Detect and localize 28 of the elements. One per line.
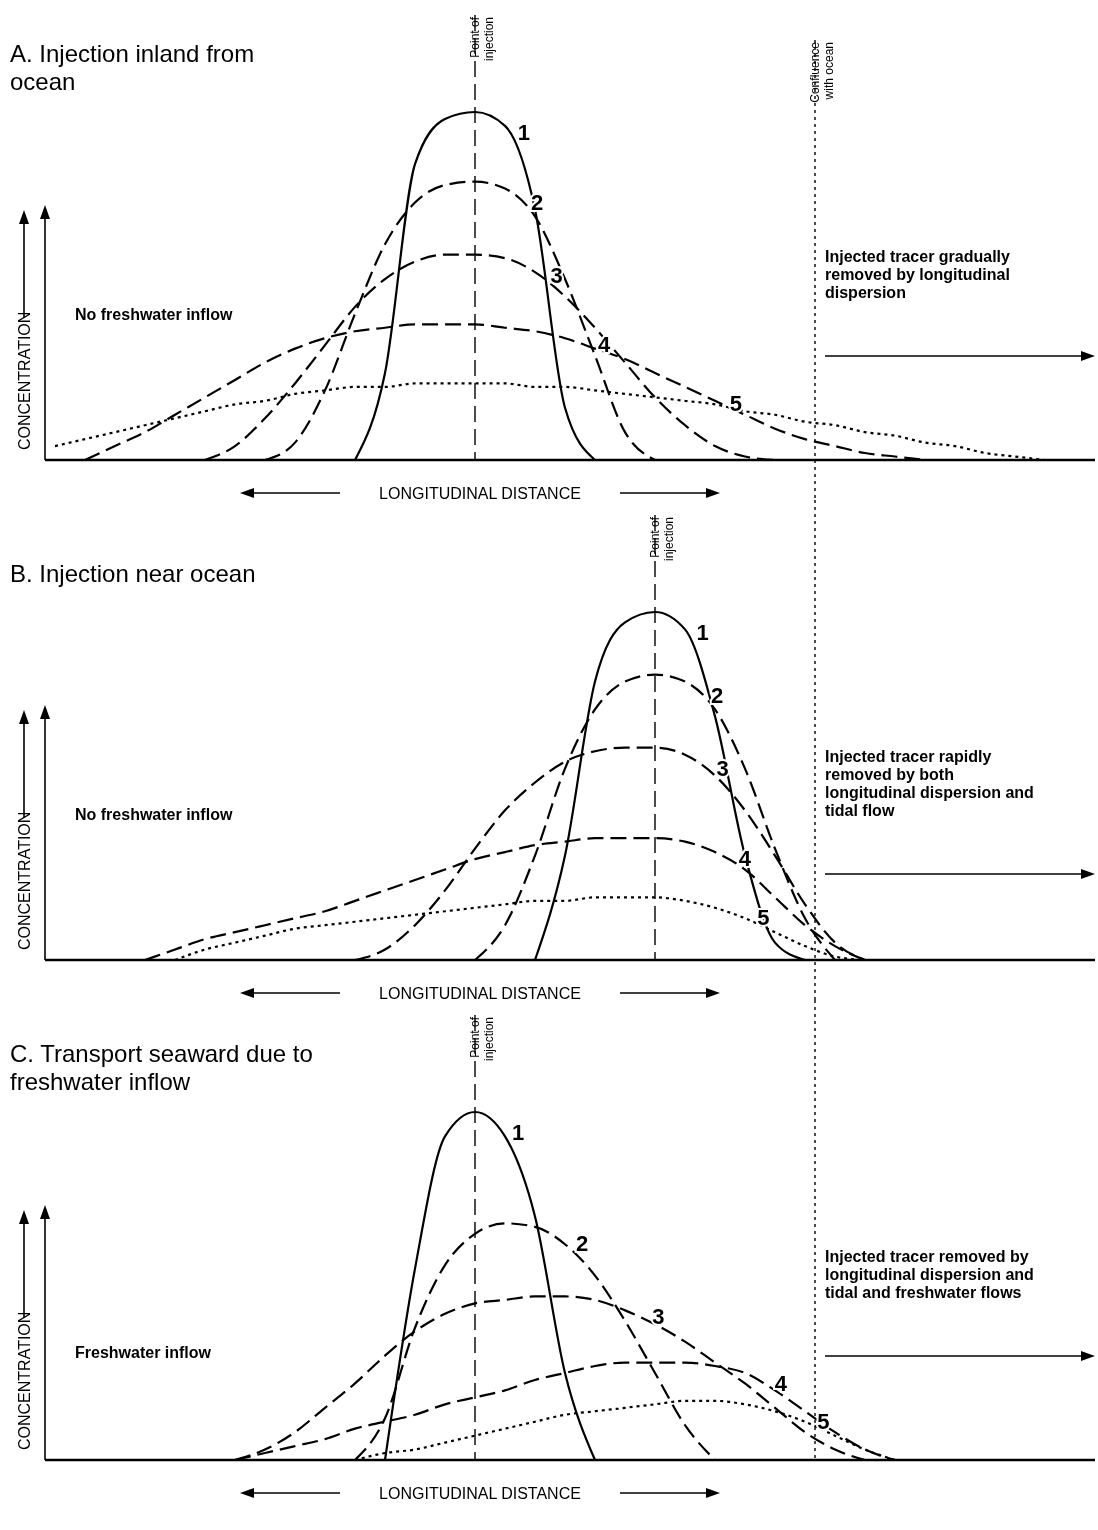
series-label: 3 [652,1304,665,1330]
annotation: No freshwater inflow [75,806,233,823]
y-axis-title: CONCENTRATION [16,311,33,450]
annotation: Injected tracer removed by longitudinal dispersion and tidal and freshwater flows [825,1248,1034,1301]
annotation: No freshwater inflow [75,306,233,323]
y-axis-title: CONCENTRATION [16,811,33,950]
series-label: 2 [711,682,724,708]
chart-title: C. Transport seaward due to freshwater inflow [10,1040,313,1095]
x-axis-title: LONGITUDINAL DISTANCE [379,985,581,1002]
annotation: Freshwater inflow [75,1344,212,1361]
series-label: 2 [575,1231,589,1257]
series-label: 4 [774,1370,788,1396]
series-label: 1 [517,120,531,145]
series-label: 1 [511,1120,525,1145]
text: Point of injection [468,1016,496,1062]
y-axis-title: CONCENTRATION [16,1311,33,1450]
text: Point of injection [468,16,496,62]
x-axis-title: LONGITUDINAL DISTANCE [379,1485,581,1502]
x-axis-title: LONGITUDINAL DISTANCE [379,485,581,502]
series-label: 1 [696,620,709,645]
text: Confluence with ocean [808,41,836,103]
text: Point of injection [648,516,676,562]
annotation: Injected tracer rapidly removed by both longitudinal dispersion and tidal flow [825,748,1034,819]
chart-title: A. Injection inland from ocean [10,40,255,95]
chart-title: B. Injection near ocean [10,560,256,587]
annotation: Injected tracer gradually removed by longitudinal dispersion [825,248,1011,301]
series-label: 3 [550,262,563,288]
series-label: 5 [817,1408,830,1434]
